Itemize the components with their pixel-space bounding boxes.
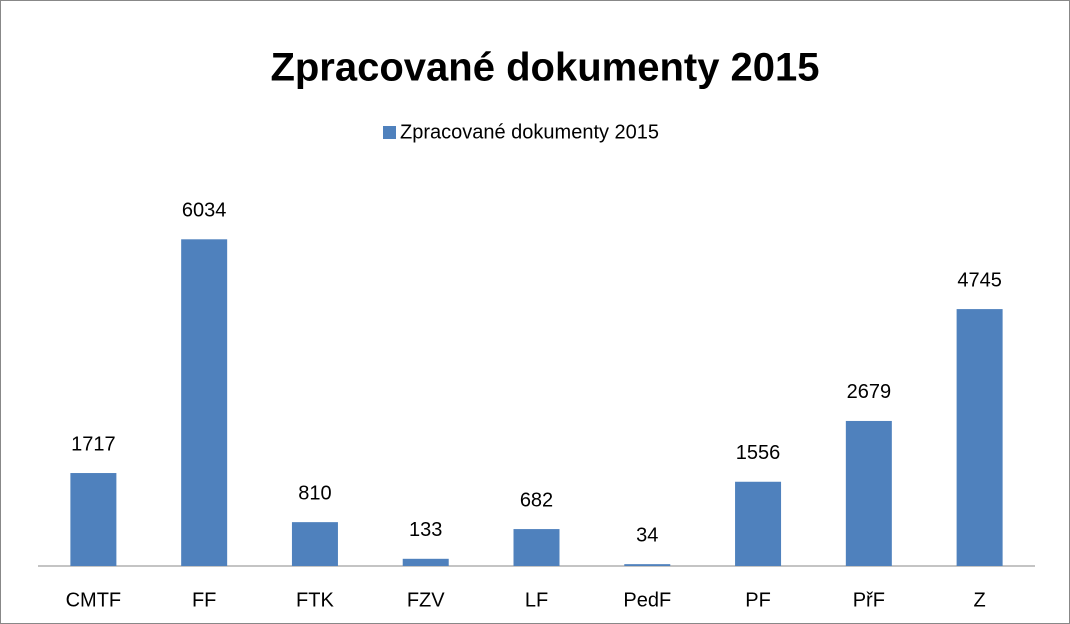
bar bbox=[735, 481, 782, 566]
x-tick-label: Z bbox=[974, 589, 986, 611]
legend-swatch bbox=[383, 126, 396, 139]
data-label: 682 bbox=[520, 489, 553, 511]
data-label: 133 bbox=[409, 519, 442, 541]
data-label: 34 bbox=[636, 524, 658, 546]
bar bbox=[291, 522, 338, 566]
x-tick-label: PedF bbox=[623, 589, 671, 611]
data-label: 2679 bbox=[847, 381, 892, 403]
x-tick-label: PřF bbox=[853, 589, 885, 611]
x-tick-label: CMTF bbox=[66, 589, 122, 611]
bar bbox=[513, 529, 560, 566]
bar bbox=[70, 473, 117, 566]
data-label: 6034 bbox=[182, 200, 227, 222]
data-label: 1717 bbox=[71, 433, 116, 455]
data-label: 810 bbox=[298, 482, 331, 504]
data-label: 4745 bbox=[957, 269, 1002, 291]
bar bbox=[956, 309, 1003, 566]
x-tick-label: PF bbox=[745, 589, 771, 611]
x-tick-label: FZV bbox=[407, 589, 445, 611]
x-tick-label: FTK bbox=[296, 589, 334, 611]
bar bbox=[402, 558, 449, 566]
bar bbox=[845, 420, 892, 566]
bar bbox=[181, 239, 228, 566]
bar bbox=[624, 564, 671, 566]
chart-title: Zpracované dokumenty 2015 bbox=[270, 46, 819, 90]
x-tick-label: FF bbox=[192, 589, 216, 611]
legend-label: Zpracované dokumenty 2015 bbox=[400, 121, 659, 143]
x-tick-label: LF bbox=[525, 589, 548, 611]
data-label: 1556 bbox=[736, 442, 781, 464]
